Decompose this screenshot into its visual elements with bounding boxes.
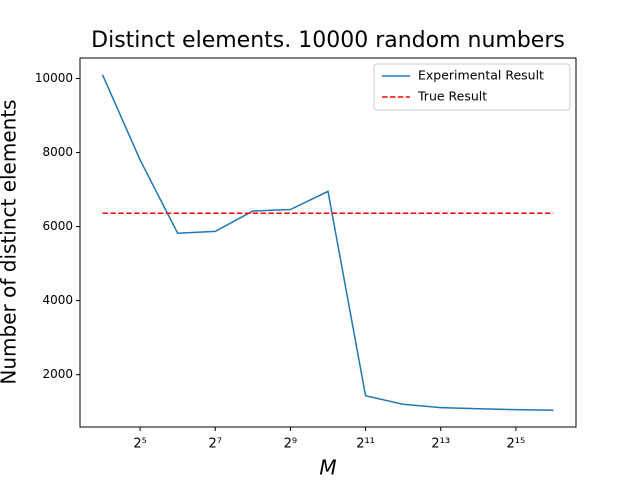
- plot-frame: [79, 57, 577, 428]
- x-axis-label: M: [319, 456, 336, 480]
- legend-label: True Result: [417, 89, 487, 104]
- series-line: [101, 74, 554, 411]
- legend-label: Experimental Result: [418, 68, 544, 83]
- legend-box: [373, 63, 571, 111]
- x-tick-label: 2¹³: [431, 437, 450, 452]
- y-tick-label: 8000: [42, 145, 73, 159]
- y-tick-label: 2000: [42, 367, 73, 381]
- y-tick-label: 10000: [35, 71, 73, 85]
- x-tick-label: 2⁵: [133, 437, 146, 452]
- y-tick-label: 4000: [42, 293, 73, 307]
- x-tick-label: 2⁹: [284, 437, 297, 452]
- x-tick-label: 2⁷: [209, 437, 222, 452]
- chart-title: Distinct elements. 10000 random numbers: [91, 28, 565, 53]
- x-tick-label: 2¹⁵: [507, 437, 526, 452]
- y-axis-label: Number of distinct elements: [0, 99, 21, 384]
- y-tick-label: 6000: [42, 219, 73, 233]
- x-tick-label: 2¹¹: [356, 437, 375, 452]
